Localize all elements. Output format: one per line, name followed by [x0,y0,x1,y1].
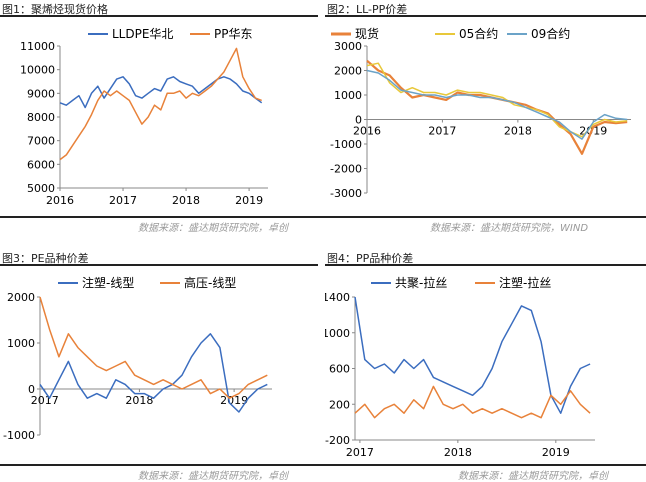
fig4-legend-label-2: 注塑-拉丝 [499,275,551,290]
fig4-legend-label-1: 共聚-拉丝 [395,275,447,290]
fig3-y-tick-label: 0 [28,383,35,396]
chart-fig1: 5000 6000 7000 8000 9000 10000 11000 2016 2017 20… [20,27,268,207]
fig2-x-tick-label: 2018 [504,125,532,138]
figure4-top-rule [325,264,646,266]
fig3-x-tick-label: 2017 [31,394,59,407]
fig2-legend-label-3: 09合约 [531,26,570,41]
fig2-legend-label-1: 现货 [355,26,379,41]
fig4-y-tick-label: 600 [329,363,350,376]
fig1-y-tick-label: 11000 [20,40,55,53]
fig2-y-tick-label: -1000 [330,138,362,151]
source-note-top-left: 数据来源：盛达期货研究院，卓创 [138,223,288,234]
fig1-y-tick-label: 7000 [27,135,55,148]
figure3-top-rule [0,264,318,266]
figure2-title: 图2：LL-PP价差 [327,3,408,16]
fig3-y-tick-label: 2000 [7,291,35,304]
fig1-x-tick-label: 2016 [46,194,74,207]
source-note-bottom-left: 数据来源：盛达期货研究院，卓创 [138,471,288,482]
fig2-y-tick-label: -2000 [330,163,362,176]
fig1-legend-label-2: PP华东 [214,27,252,41]
fig1-y-tick-label: 5000 [27,182,55,195]
fig2-series-1-line [366,59,628,155]
source-note-top-right: 数据来源：盛达期货研究院，WIND [430,223,589,234]
fig2-legend-label-2: 05合约 [459,26,498,41]
top-bottom-rule [0,216,646,218]
fig3-series-2-line [39,296,268,399]
fig2-y-tick-label: 1000 [334,89,362,102]
figure1-top-rule [0,15,318,17]
fig1-x-tick-label: 2019 [235,194,263,207]
fig4-series-1-line [354,296,591,414]
fig2-y-tick-label: 0 [355,114,362,127]
figure3-title: 图3：PE品种价差 [2,252,89,265]
fig2-y-tick-label: 3000 [334,40,362,53]
fig1-x-tick-label: 2018 [172,194,200,207]
fig3-legend-label-2: 高压-线型 [184,275,236,290]
fig4-y-tick-label: 1000 [325,327,350,340]
fig1-y-tick-label: 8000 [27,111,55,124]
fig2-y-tick-label: 2000 [334,65,362,78]
chart-fig3: -1000 0 1000 2000 2017 2018 2019 注塑-线型 高压-线型 [3,275,272,442]
fig2-series-3-line [366,69,628,140]
fig4-series-2-line [354,385,591,419]
fig3-y-tick-label: 1000 [7,337,35,350]
fig1-legend-label-1: LLDPE华北 [112,27,173,41]
figure1-title: 图1：聚烯烃现货价格 [2,3,108,16]
fig2-x-tick-label: 2019 [579,125,607,138]
fig2-x-tick-label: 2016 [353,125,381,138]
fig3-x-tick-label: 2019 [220,394,248,407]
fig1-series-1-line [59,76,263,109]
fig2-series-2-line [366,62,628,138]
fig4-y-tick-label: 1400 [325,291,350,304]
fig1-y-tick-label: 9000 [27,87,55,100]
fig1-series-2-line [59,47,262,161]
chart-fig4: -200 200 600 1000 1400 2017 2018 2019 共聚-拉丝 注塑-拉丝 [325,275,595,459]
fig3-y-tick-label: -1000 [3,429,35,442]
fig1-y-tick-label: 10000 [20,64,55,77]
fig1-x-tick-label: 2017 [109,194,137,207]
source-note-bottom-right: 数据来源：盛达期货研究院，卓创 [458,471,608,482]
fig4-y-tick-label: 200 [329,398,350,411]
bottom-bottom-rule [0,464,646,466]
fig4-x-tick-label: 2017 [346,446,374,459]
fig2-y-tick-label: -3000 [330,187,362,200]
figure4-title: 图4：PP品种价差 [327,252,414,265]
fig4-x-tick-label: 2018 [444,446,472,459]
fig1-y-tick-label: 6000 [27,158,55,171]
fig3-legend-label-1: 注塑-线型 [82,275,134,290]
fig4-y-tick-label: -200 [325,434,350,447]
fig4-x-tick-label: 2019 [542,446,570,459]
fig2-x-tick-label: 2017 [428,125,456,138]
fig3-x-tick-label: 2018 [125,394,153,407]
figure2-top-rule [325,15,646,17]
fig3-series-1-line [39,333,268,413]
chart-fig2: -3000 -2000 -1000 0 1000 2000 3000 2016 2017 2018… [330,26,631,200]
